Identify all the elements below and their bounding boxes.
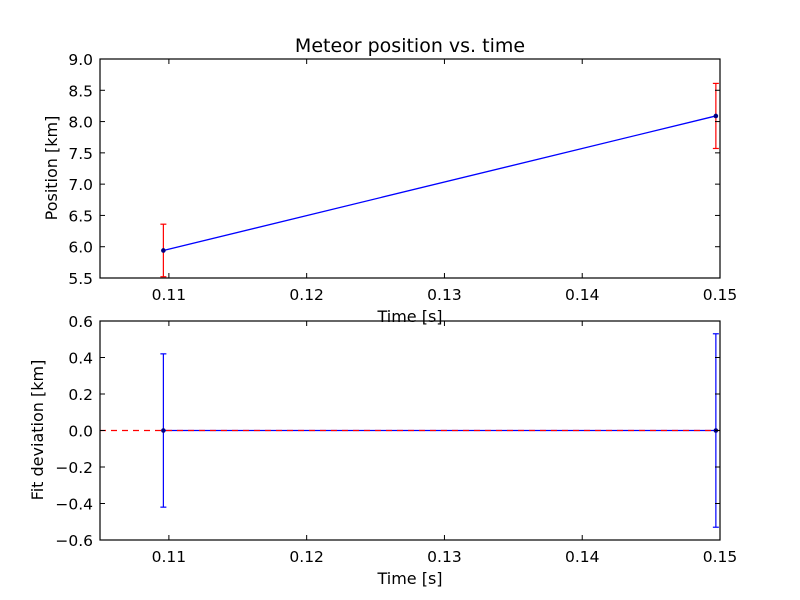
x-tick-label: 0.12 <box>289 548 324 566</box>
plot-frame <box>99 58 721 279</box>
x-tick-label: 0.14 <box>565 286 600 304</box>
x-axis-ticks: 0.11 0.12 0.13 0.14 0.15 <box>152 59 738 304</box>
y-tick-label: −0.4 <box>55 496 93 514</box>
y-tick-label: −0.6 <box>55 532 93 550</box>
data-point <box>161 248 166 253</box>
x-tick-label: 0.13 <box>427 286 462 304</box>
y-axis-ticks: −0.6 −0.4 −0.2 0.0 0.2 0.4 0.6 <box>55 313 720 550</box>
x-tick-label: 0.14 <box>565 548 600 566</box>
x-axis-ticks: 0.11 0.12 0.13 0.14 0.15 <box>152 321 738 566</box>
y-tick-label: 5.5 <box>68 270 93 288</box>
x-tick-label: 0.15 <box>703 286 738 304</box>
x-tick-label: 0.12 <box>289 286 324 304</box>
x-axis-label: Time [s] <box>376 307 442 326</box>
x-tick-label: 0.13 <box>427 548 462 566</box>
position-chart: Meteor position vs. time 0.11 0.12 0.13 0.1… <box>42 35 737 326</box>
series-line <box>163 115 717 252</box>
x-tick-label: 0.11 <box>152 286 187 304</box>
y-tick-label: 0.6 <box>68 313 93 331</box>
y-tick-label: 8.5 <box>68 82 93 100</box>
y-tick-label: 0.2 <box>68 386 93 404</box>
x-axis-label: Time [s] <box>376 569 442 588</box>
y-axis-label: Position [km] <box>42 116 61 221</box>
deviation-chart: 0.11 0.12 0.13 0.14 0.15 −0.6 −0.4 −0.2 0.0 0.2 0… <box>28 313 737 588</box>
y-tick-label: 6.0 <box>68 239 93 257</box>
chart-title: Meteor position vs. time <box>295 35 525 57</box>
y-tick-label: 6.5 <box>68 207 93 225</box>
x-tick-label: 0.15 <box>703 548 738 566</box>
plot-clipped-content <box>160 82 719 278</box>
position-plot-area <box>160 82 719 278</box>
y-tick-label: 9.0 <box>68 51 93 69</box>
y-tick-label: −0.2 <box>55 459 93 477</box>
y-axis-label: Fit deviation [km] <box>28 360 47 501</box>
y-tick-label: 0.4 <box>68 350 93 368</box>
y-axis-ticks: 5.5 6.0 6.5 7.0 7.5 8.0 8.5 9.0 <box>68 51 720 288</box>
y-tick-label: 7.0 <box>68 176 93 194</box>
data-point <box>713 113 719 119</box>
y-tick-label: 0.0 <box>68 423 93 441</box>
data-point <box>161 428 166 433</box>
x-tick-label: 0.11 <box>152 548 187 566</box>
y-tick-label: 7.5 <box>68 145 93 163</box>
y-tick-label: 8.0 <box>68 114 93 132</box>
